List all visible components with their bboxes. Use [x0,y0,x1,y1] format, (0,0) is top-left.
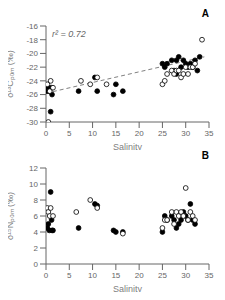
svg-text:20: 20 [135,129,144,138]
svg-text:0: 0 [44,271,49,280]
svg-text:10: 10 [88,129,97,138]
html-text:A: A [201,8,209,19]
svg-text:15: 15 [111,271,120,280]
svg-text:20: 20 [135,271,144,280]
svg-text:25: 25 [158,271,167,280]
svg-text:12: 12 [29,164,38,173]
svg-text:5: 5 [67,129,72,138]
svg-text:-30: -30 [26,118,38,127]
svg-text:0: 0 [44,129,49,138]
svg-text:8: 8 [34,196,39,205]
html-text:B: B [201,150,209,161]
html-text:r² = 0.72: r² = 0.72 [52,29,86,39]
svg-text:δ¹³Cₚₒₘ (‰): δ¹³Cₚₒₘ (‰) [8,50,16,97]
svg-text:Salinity: Salinity [113,142,143,150]
svg-text:4: 4 [34,228,39,237]
svg-text:-22: -22 [26,63,38,72]
svg-text:Salinity: Salinity [113,284,143,292]
svg-text:-18: -18 [26,36,38,45]
svg-text:6: 6 [34,212,39,221]
svg-text:10: 10 [88,271,97,280]
svg-text:2: 2 [34,244,39,253]
svg-text:δ¹⁵Nₚₒₘ (‰): δ¹⁵Nₚₒₘ (‰) [8,192,16,240]
svg-text:0: 0 [34,260,39,269]
svg-text:30: 30 [181,129,190,138]
svg-text:15: 15 [111,129,120,138]
svg-text:-26: -26 [26,90,38,99]
svg-text:30: 30 [181,271,190,280]
svg-text:5: 5 [67,271,72,280]
svg-text:-20: -20 [26,49,38,58]
svg-text:-28: -28 [26,104,38,113]
svg-text:25: 25 [158,129,167,138]
svg-text:-16: -16 [26,22,38,31]
svg-text:10: 10 [29,180,38,189]
svg-text:35: 35 [205,271,214,280]
svg-text:-24: -24 [26,77,38,86]
svg-text:35: 35 [205,129,214,138]
